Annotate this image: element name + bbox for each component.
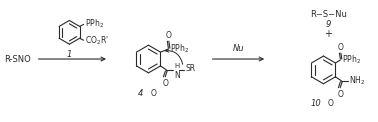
Text: 10: 10 <box>310 99 321 108</box>
Text: SR: SR <box>185 64 195 73</box>
Text: H: H <box>174 63 180 69</box>
Text: Nu: Nu <box>233 44 244 53</box>
Text: CO$_2$R': CO$_2$R' <box>85 35 108 47</box>
Text: O: O <box>163 79 168 88</box>
Text: R−S−Nu: R−S−Nu <box>310 10 347 19</box>
Text: NH$_2$: NH$_2$ <box>349 75 366 87</box>
Text: 9: 9 <box>326 20 331 29</box>
Text: R-SNO: R-SNO <box>4 55 31 64</box>
Text: PPh$_2$: PPh$_2$ <box>342 54 361 66</box>
Text: PPh$_2$: PPh$_2$ <box>170 43 189 55</box>
Text: O: O <box>338 90 343 99</box>
Text: +: + <box>324 29 332 39</box>
Text: O: O <box>166 31 171 40</box>
Text: O: O <box>150 89 156 98</box>
Text: O: O <box>338 43 343 52</box>
Text: PPh$_2$: PPh$_2$ <box>85 17 104 30</box>
Text: 4: 4 <box>138 89 143 98</box>
Text: N: N <box>174 71 180 80</box>
Text: O: O <box>327 99 333 108</box>
Text: 1: 1 <box>67 50 72 59</box>
